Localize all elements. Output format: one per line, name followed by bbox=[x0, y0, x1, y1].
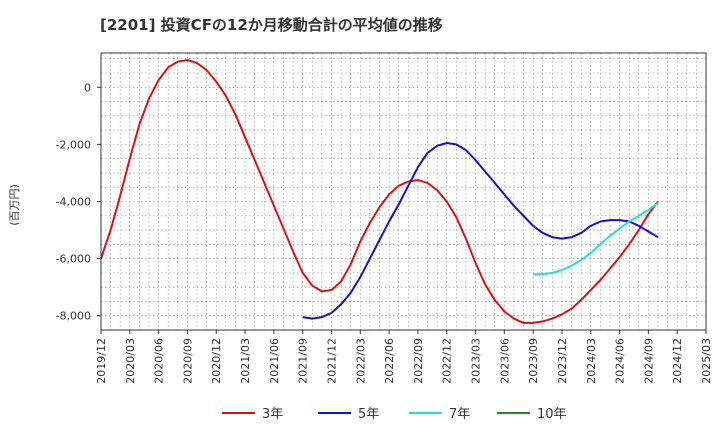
y-tick-label: -4,000 bbox=[56, 195, 91, 208]
series-line-7年 bbox=[533, 202, 659, 276]
y-tick-label: 0 bbox=[84, 81, 91, 94]
x-tick-label: 2021/09 bbox=[297, 338, 310, 384]
x-tick-labels: 2019/12 2020/03 2020/06 2020/09 2020/12 2021/… bbox=[95, 330, 713, 384]
x-tick-label: 2020/06 bbox=[153, 338, 166, 384]
chart-title: [2201] 投資CFの12か月移動合計の平均値の推移 bbox=[100, 16, 443, 34]
x-tick-label: 2024/06 bbox=[614, 338, 627, 384]
grid-lines bbox=[101, 53, 706, 330]
y-tick-labels: 0 -2,000 -4,000 -6,000 -8,000 bbox=[56, 81, 101, 323]
y-axis-label: (百万円) bbox=[8, 184, 21, 226]
x-tick-label: 2025/03 bbox=[700, 338, 713, 384]
series-line-3年 bbox=[100, 59, 659, 324]
x-tick-label: 2024/03 bbox=[585, 338, 598, 384]
x-tick-label: 2020/03 bbox=[124, 338, 137, 384]
legend: 3年 5年 7年 10年 bbox=[222, 407, 567, 422]
x-tick-label: 2019/12 bbox=[95, 338, 108, 384]
x-tick-label: 2023/06 bbox=[498, 338, 511, 384]
x-tick-label: 2023/12 bbox=[556, 338, 569, 384]
x-tick-label: 2020/09 bbox=[181, 338, 194, 384]
x-tick-label: 2022/03 bbox=[354, 338, 367, 384]
x-tick-label: 2021/12 bbox=[325, 338, 338, 384]
x-tick-label: 2022/09 bbox=[412, 338, 425, 384]
series-line-5年 bbox=[302, 142, 659, 320]
legend-label-10年: 10年 bbox=[537, 407, 567, 422]
x-tick-label: 2021/03 bbox=[239, 338, 252, 384]
x-tick-label: 2020/12 bbox=[210, 338, 223, 384]
plot-frame bbox=[100, 52, 707, 331]
y-tick-label: -6,000 bbox=[56, 253, 91, 266]
x-tick-label: 2023/03 bbox=[470, 338, 483, 384]
y-tick-label: -8,000 bbox=[56, 310, 91, 323]
legend-label-7年: 7年 bbox=[449, 407, 470, 422]
legend-label-5年: 5年 bbox=[358, 407, 379, 422]
y-tick-label: -2,000 bbox=[56, 138, 91, 151]
x-tick-label: 2024/09 bbox=[642, 338, 655, 384]
x-tick-label: 2024/12 bbox=[671, 338, 684, 384]
series-lines bbox=[100, 59, 659, 324]
x-tick-label: 2023/09 bbox=[527, 338, 540, 384]
x-tick-label: 2022/12 bbox=[441, 338, 454, 384]
legend-label-3年: 3年 bbox=[262, 407, 283, 422]
x-tick-label: 2022/06 bbox=[383, 338, 396, 384]
x-tick-label: 2021/06 bbox=[268, 338, 281, 384]
